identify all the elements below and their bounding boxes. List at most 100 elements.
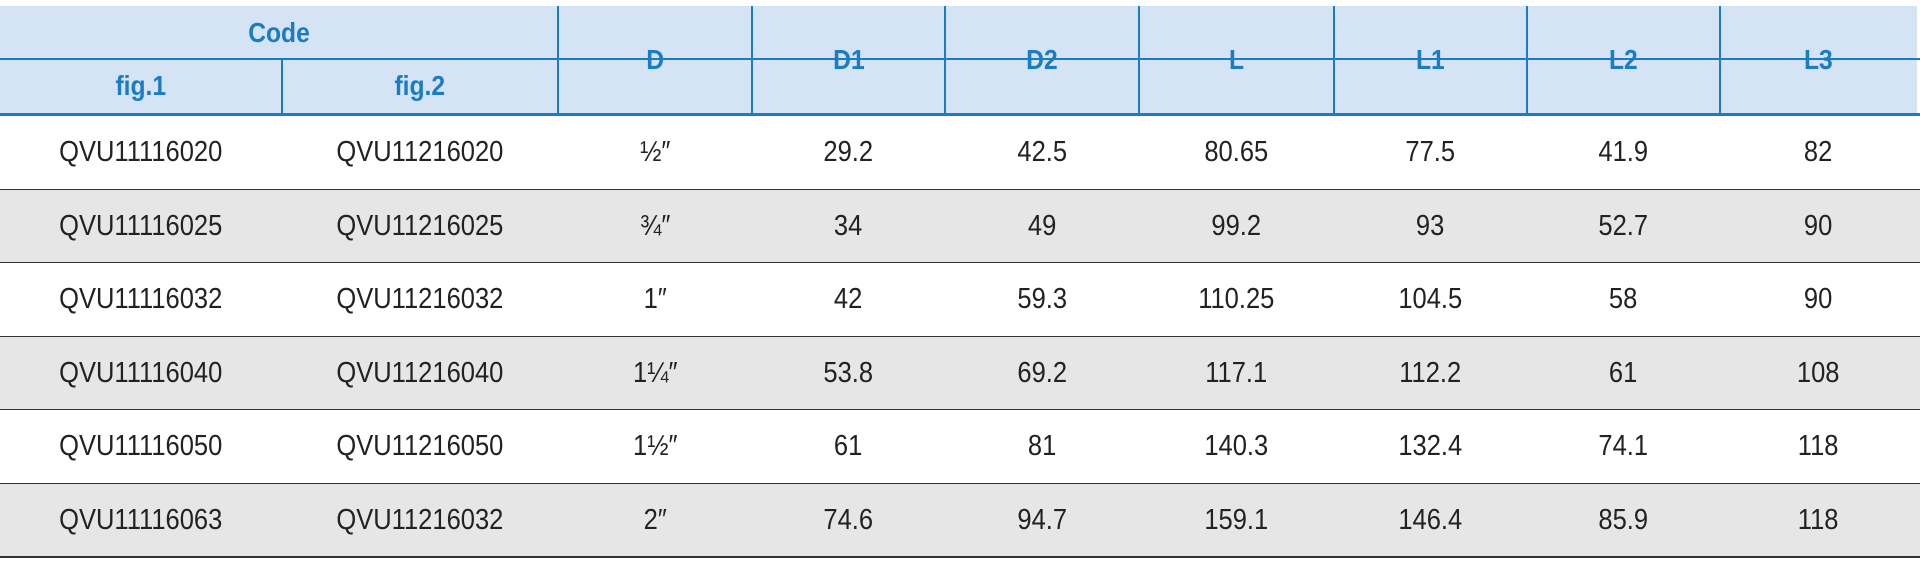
header-separator	[557, 6, 559, 113]
table-cell: 159.1	[1139, 484, 1334, 558]
table-cell: QVU11116063	[0, 484, 282, 558]
cell-text: 85.9	[1598, 503, 1649, 536]
cell-text: 112.2	[1399, 356, 1462, 389]
cell-text: ½″	[639, 136, 671, 169]
cell-text: 29.2	[823, 136, 874, 169]
header-code: Code	[0, 6, 558, 59]
table-cell: 41.9	[1527, 116, 1720, 190]
table-cell: 1¼″	[558, 337, 752, 411]
cell-text: 99.2	[1211, 209, 1262, 242]
table-cell: ¾″	[558, 190, 752, 264]
cell-text: ¾″	[639, 209, 671, 242]
cell-text: 118	[1798, 503, 1839, 536]
table-cell: 61	[1527, 337, 1720, 411]
cell-text: 93	[1416, 209, 1445, 242]
header-fig1: fig.1	[0, 59, 282, 113]
table-cell: 74.1	[1527, 410, 1720, 484]
table-cell: 77.5	[1334, 116, 1527, 190]
table-cell: 58	[1527, 263, 1720, 337]
cell-text: 80.65	[1204, 136, 1269, 169]
cell-text: QVU11216050	[336, 430, 504, 463]
cell-text: 58	[1609, 283, 1638, 316]
table-cell: 112.2	[1334, 337, 1527, 411]
cell-text: 74.6	[823, 503, 874, 536]
cell-text: 1¼″	[632, 356, 678, 389]
table-cell: 108	[1720, 337, 1917, 411]
cell-text: QVU11116063	[59, 503, 223, 536]
header-separator	[1719, 6, 1721, 113]
cell-text: 82	[1804, 136, 1833, 169]
table-cell: QVU11216032	[282, 484, 558, 558]
table-cell: 146.4	[1334, 484, 1527, 558]
table-cell: QVU11216025	[282, 190, 558, 264]
table-cell: QVU11216050	[282, 410, 558, 484]
header-separator	[751, 6, 753, 113]
cell-text: 1½″	[632, 430, 678, 463]
cell-text: 90	[1804, 209, 1833, 242]
table-cell: 82	[1720, 116, 1917, 190]
table-cell: 104.5	[1334, 263, 1527, 337]
table-cell: 61	[752, 410, 945, 484]
cell-text: 94.7	[1017, 503, 1067, 536]
table-cell: 93	[1334, 190, 1527, 264]
table-cell: 1½″	[558, 410, 752, 484]
table-cell: 140.3	[1139, 410, 1334, 484]
row-background	[0, 116, 1920, 190]
cell-text: QVU11116032	[59, 283, 223, 316]
cell-text: 61	[1609, 356, 1638, 389]
table-cell: 34	[752, 190, 945, 264]
cell-text: 59.3	[1017, 283, 1067, 316]
header-separator	[1526, 6, 1528, 113]
cell-text: 118	[1798, 430, 1839, 463]
cell-text: 81	[1027, 430, 1057, 463]
cell-text: 108	[1797, 356, 1840, 389]
table-cell: 2″	[558, 484, 752, 558]
table-cell: QVU11116032	[0, 263, 282, 337]
cell-text: 140.3	[1204, 430, 1269, 463]
cell-text: QVU11116025	[59, 209, 223, 242]
table-cell: 42.5	[945, 116, 1139, 190]
cell-text: 53.8	[823, 356, 874, 389]
table-cell: 52.7	[1527, 190, 1720, 264]
cell-text: 52.7	[1598, 209, 1649, 242]
table-cell: 94.7	[945, 484, 1139, 558]
table-cell: 80.65	[1139, 116, 1334, 190]
cell-text: fig.2	[394, 70, 446, 101]
header-divider	[0, 58, 1920, 60]
cell-text: 42.5	[1017, 136, 1067, 169]
header-separator	[1138, 6, 1140, 113]
cell-text: QVU11216020	[336, 136, 504, 169]
cell-text: 61	[834, 430, 863, 463]
table-cell: 81	[945, 410, 1139, 484]
cell-text: 42	[834, 283, 863, 316]
row-background	[0, 263, 1920, 337]
table-cell: 90	[1720, 263, 1917, 337]
cell-text: QVU11216040	[336, 356, 504, 389]
cell-text: 104.5	[1398, 283, 1463, 316]
table-cell: 132.4	[1334, 410, 1527, 484]
table-cell: QVU11216040	[282, 337, 558, 411]
cell-text: 159.1	[1204, 503, 1269, 536]
cell-text: QVU11116050	[59, 430, 223, 463]
table-cell: QVU11116050	[0, 410, 282, 484]
table-cell: 118	[1720, 410, 1917, 484]
row-background	[0, 336, 1920, 410]
table-cell: 69.2	[945, 337, 1139, 411]
cell-text: QVU11216032	[336, 503, 504, 536]
table-cell: 99.2	[1139, 190, 1334, 264]
header-separator	[1333, 6, 1335, 113]
table-cell: 53.8	[752, 337, 945, 411]
table-cell: QVU11116040	[0, 337, 282, 411]
cell-text: 110.25	[1198, 283, 1275, 316]
header-separator	[281, 59, 283, 113]
row-rule	[0, 556, 1920, 558]
cell-text: QVU11116020	[59, 136, 223, 169]
table-cell: 59.3	[945, 263, 1139, 337]
cell-text: 41.9	[1598, 136, 1649, 169]
table-cell: 110.25	[1139, 263, 1334, 337]
cell-text: 1″	[643, 283, 667, 316]
cell-text: QVU11116040	[59, 356, 223, 389]
cell-text: Code	[248, 16, 310, 48]
table-cell: 49	[945, 190, 1139, 264]
